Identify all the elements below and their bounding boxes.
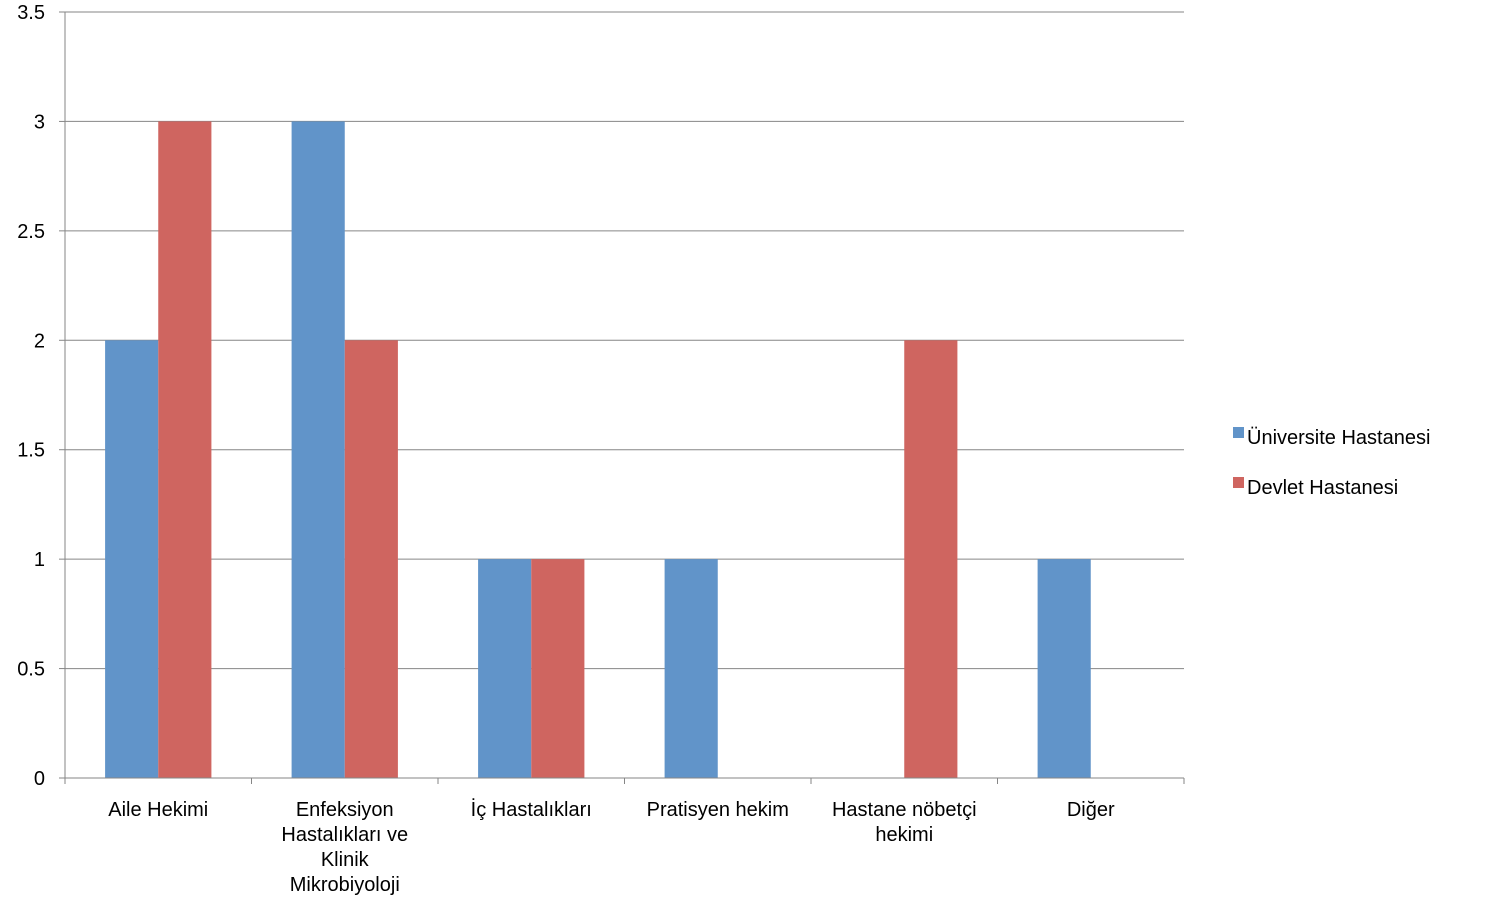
x-tick-label: Hastalıkları ve <box>281 824 408 846</box>
legend: Üniversite Hastanesi Devlet Hastanesi <box>1233 427 1430 499</box>
x-tick-label: Mikrobiyoloji <box>290 874 400 896</box>
y-tick-label: 0.5 <box>17 659 45 681</box>
bar-universite-1 <box>291 121 345 778</box>
bar-devlet-4 <box>904 340 958 778</box>
y-tick-label: 1 <box>34 549 45 571</box>
legend-label: Devlet Hastanesi <box>1247 477 1398 499</box>
y-tick-labels: 0 0.5 1 1.5 2 2.5 3 3.5 <box>17 2 45 790</box>
bar-universite-2 <box>478 559 532 778</box>
legend-swatch <box>1233 477 1244 488</box>
bar-devlet-2 <box>531 559 585 778</box>
gridlines <box>65 11 1184 670</box>
y-tick-label: 3 <box>34 111 45 133</box>
y-tick-label: 0 <box>34 768 45 790</box>
x-tick-label: Enfeksiyon <box>296 799 394 821</box>
y-tick-label: 3.5 <box>17 2 45 24</box>
x-tick-label: Klinik <box>321 849 370 871</box>
bar-devlet-1 <box>344 340 398 778</box>
bar-universite-0 <box>105 340 159 778</box>
x-tick-label: Pratisyen hekim <box>647 799 789 821</box>
legend-swatch <box>1233 427 1244 438</box>
bar-universite-3 <box>664 559 718 778</box>
x-tick-label: Diğer <box>1067 799 1115 821</box>
x-tick-label: Hastane nöbetçi <box>832 799 977 821</box>
bar-devlet-0 <box>158 121 212 778</box>
y-tick-label: 2.5 <box>17 221 45 243</box>
x-tick-label: hekimi <box>875 824 933 846</box>
x-tick-labels: Aile Hekimi Enfeksiyon Hastalıkları ve Klin… <box>108 798 1115 896</box>
y-tick-label: 2 <box>34 330 45 352</box>
x-tick-label: İç Hastalıkları <box>471 798 592 821</box>
axes <box>59 11 1185 784</box>
y-tick-label: 1.5 <box>17 440 45 462</box>
bar-universite-5 <box>1037 559 1091 778</box>
legend-label: Üniversite Hastanesi <box>1247 427 1430 449</box>
bars <box>105 121 1091 778</box>
x-tick-label: Aile Hekimi <box>108 799 208 821</box>
